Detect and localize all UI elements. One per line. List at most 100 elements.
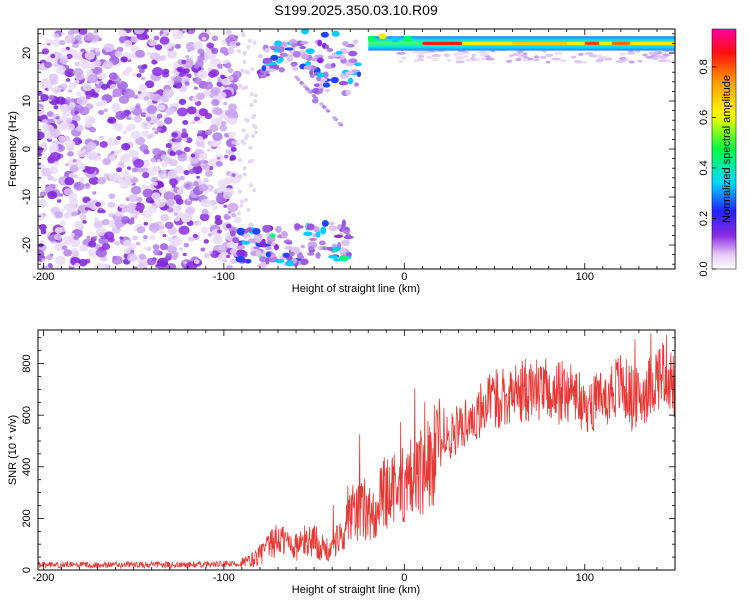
- heatmap-cell: [174, 165, 185, 174]
- heatmap-cell: [212, 235, 223, 245]
- heatmap-cell: [431, 58, 438, 62]
- heatmap-cell: [167, 80, 175, 86]
- x-tick-label: 0: [401, 271, 407, 283]
- heatmap-cell: [72, 82, 77, 86]
- heatmap-cell: [124, 174, 131, 180]
- heatmap-cell: [208, 250, 213, 254]
- heatmap-cell: [291, 43, 297, 48]
- heatmap-cell: [655, 54, 661, 58]
- heatmap-cell: [545, 60, 551, 64]
- heatmap-cell: [246, 207, 251, 212]
- heatmap-cell: [86, 150, 98, 161]
- heatmap-cell: [70, 101, 75, 106]
- heatmap-cell: [193, 76, 202, 85]
- heatmap-cell: [205, 166, 210, 170]
- heatmap-cell: [101, 209, 106, 214]
- heatmap-cell: [236, 211, 241, 216]
- heatmap-cell: [216, 156, 221, 160]
- heatmap-cell: [545, 53, 554, 57]
- heatmap-cell: [262, 57, 273, 64]
- heatmap-cell: [122, 69, 130, 77]
- heatmap-cell: [46, 42, 51, 46]
- heatmap-cell: [264, 65, 270, 71]
- heatmap-cell: [327, 246, 334, 251]
- heatmap-cell: [505, 59, 513, 63]
- heatmap-cell: [351, 69, 361, 73]
- y-tick-label: 20: [21, 47, 33, 59]
- heatmap-cell: [193, 41, 203, 50]
- heatmap-cell: [464, 54, 469, 58]
- heatmap-cell: [348, 50, 358, 57]
- heatmap-cell: [533, 55, 540, 59]
- heatmap-cell: [142, 172, 150, 179]
- heatmap-cell: [198, 108, 209, 117]
- heatmap-cell: [274, 244, 279, 251]
- heatmap-cell: [121, 153, 131, 161]
- spectral-band-core: [422, 41, 463, 45]
- heatmap-cell: [313, 96, 318, 100]
- heatmap-cell: [413, 59, 421, 63]
- heatmap-cell: [49, 95, 55, 101]
- heatmap-cell: [340, 54, 346, 60]
- heatmap-cell: [245, 234, 251, 238]
- heatmap-cell: [54, 265, 62, 269]
- heatmap-cell: [119, 236, 124, 240]
- heatmap-cell: [135, 49, 145, 58]
- heatmap-cell: [575, 60, 583, 64]
- heatmap-cell: [214, 218, 223, 226]
- heatmap-cell: [508, 54, 514, 58]
- y-tick-label: 200: [21, 509, 33, 527]
- heatmap-cell: [38, 131, 45, 140]
- heatmap-cell: [94, 47, 101, 53]
- heatmap-cell: [418, 54, 425, 58]
- heatmap-cell: [38, 106, 45, 115]
- heatmap-cell: [41, 258, 46, 262]
- heatmap-cell: [204, 90, 210, 94]
- heatmap-cell: [74, 61, 81, 67]
- heatmap-cell: [85, 95, 92, 100]
- heatmap-cell: [128, 194, 138, 203]
- heatmap-cell: [131, 167, 139, 173]
- heatmap-cell: [155, 198, 166, 208]
- heatmap-cell: [197, 130, 203, 134]
- heatmap-cell: [122, 239, 133, 248]
- heatmap-cell: [200, 198, 212, 208]
- heatmap-cell: [333, 117, 338, 121]
- heatmap-cell: [223, 101, 228, 106]
- heatmap-cell: [183, 261, 188, 265]
- x-tick-label: -200: [32, 572, 54, 584]
- heatmap-cell: [136, 196, 143, 203]
- heatmap-cell: [253, 99, 258, 104]
- heatmap-cell: [242, 50, 247, 55]
- heatmap-cell: [60, 32, 66, 36]
- heatmap-cell: [88, 176, 100, 185]
- heatmap-cell: [300, 258, 309, 265]
- heatmap-cell: [171, 255, 178, 261]
- spectral-band-core: [629, 41, 675, 45]
- heatmap-cell: [114, 240, 120, 246]
- heatmap-cell: [221, 120, 227, 126]
- heatmap-cell: [455, 56, 460, 60]
- heatmap-cell: [38, 249, 45, 259]
- heatmap-cell: [59, 193, 63, 197]
- heatmap-cell: [227, 68, 234, 74]
- heatmap-cell: [300, 53, 310, 60]
- heatmap-cell: [533, 58, 540, 62]
- heatmap-cell: [133, 115, 142, 123]
- heatmap-cell: [260, 74, 267, 79]
- heatmap-cell: [152, 244, 160, 250]
- heatmap-cell: [59, 115, 68, 122]
- heatmap-cell: [332, 246, 341, 251]
- heatmap-cell: [627, 51, 636, 55]
- heatmap-cell: [75, 91, 82, 97]
- heatmap-cell: [85, 183, 90, 187]
- heatmap-cell: [90, 47, 95, 51]
- y-tick-label: 0: [21, 567, 33, 573]
- heatmap-cell: [228, 131, 236, 138]
- heatmap-cell: [56, 199, 62, 203]
- heatmap-cell: [108, 72, 118, 80]
- spectral-band-core: [599, 41, 612, 45]
- heatmap-cell: [129, 106, 135, 111]
- heatmap-cell: [255, 236, 263, 244]
- heatmap-cell: [253, 93, 258, 98]
